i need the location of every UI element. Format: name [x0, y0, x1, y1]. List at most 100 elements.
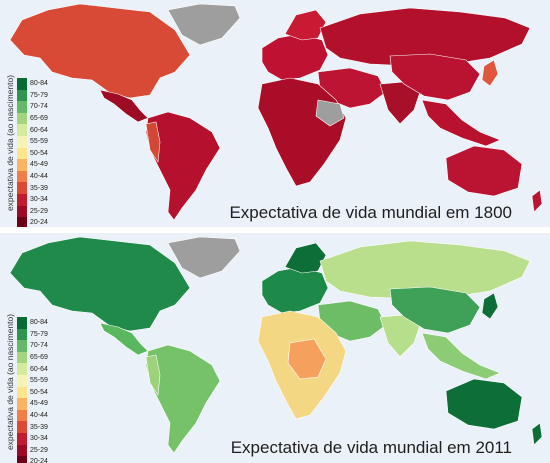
legend-item: 55-59 — [17, 135, 48, 148]
region-southeast-asia — [421, 99, 501, 147]
legend-item: 35-39 — [17, 421, 48, 433]
legend-range-label: 40-44 — [30, 412, 48, 420]
region-andes — [145, 121, 161, 163]
legend-swatch — [17, 409, 27, 422]
legend-item: 30-34 — [17, 193, 48, 206]
legend: expectativa de vida (ao nascimento) 80-8… — [2, 72, 52, 227]
region-new-zealand — [531, 189, 543, 213]
legend-swatch — [17, 78, 27, 90]
legend-swatch — [17, 374, 27, 387]
legend-item: 60-64 — [17, 363, 48, 375]
legend-swatch — [17, 456, 27, 463]
legend-swatch — [17, 432, 27, 445]
legend-range-label: 55-59 — [30, 138, 48, 146]
region-north-america — [9, 236, 191, 332]
legend-item: 60-64 — [17, 124, 48, 136]
legend-swatch — [17, 317, 27, 329]
region-central-africa — [287, 338, 327, 380]
panel-divider — [0, 227, 550, 233]
region-southeast-asia — [421, 332, 501, 380]
legend-range-label: 30-34 — [30, 435, 48, 443]
legend-item: 70-74 — [17, 340, 48, 352]
region-south-america — [145, 344, 221, 454]
region-central-america — [99, 89, 149, 123]
legend-swatch — [17, 363, 27, 375]
legend-item: 35-39 — [17, 182, 48, 194]
map-title-1800: Expectativa de vida mundial em 1800 — [227, 203, 514, 223]
legend-item: 75-79 — [17, 328, 48, 341]
region-central-america — [99, 322, 149, 356]
legend-swatch — [17, 135, 27, 148]
legend-title: expectativa de vida (ao nascimento) — [5, 74, 15, 212]
region-scandinavia — [284, 9, 327, 41]
legend-range-label: 70-74 — [30, 103, 48, 111]
region-china — [389, 286, 481, 334]
legend-swatch — [17, 205, 27, 218]
legend-item: 65-69 — [17, 351, 48, 364]
legend-range-label: 40-44 — [30, 173, 48, 181]
region-north-america — [9, 3, 191, 99]
region-horn-of-africa — [315, 99, 345, 127]
legend-item: 50-54 — [17, 147, 48, 160]
legend-swatch — [17, 101, 27, 113]
legend-range-label: 60-64 — [30, 365, 48, 373]
region-china — [389, 53, 481, 101]
legend-item: 80-84 — [17, 78, 48, 90]
region-japan — [481, 292, 499, 320]
legend-swatch — [17, 444, 27, 457]
legend-range-label: 25-29 — [30, 207, 48, 215]
legend-range-label: 45-49 — [30, 400, 48, 408]
legend-range-label: 55-59 — [30, 377, 48, 385]
legend-swatch — [17, 421, 27, 433]
legend-range-label: 65-69 — [30, 115, 48, 123]
legend-title: expectativa de vida (ao nascimento) — [5, 313, 15, 451]
legend-item: 25-29 — [17, 444, 48, 457]
legend-items: 80-84 75-79 70-74 65-69 60-64 55-59 50-5… — [17, 317, 48, 463]
region-russia — [319, 7, 531, 67]
legend-range-label: 45-49 — [30, 161, 48, 169]
legend-swatch — [17, 386, 27, 399]
legend-range-label: 80-84 — [30, 80, 48, 88]
region-andes — [145, 354, 161, 396]
legend-range-label: 20-24 — [30, 219, 48, 227]
legend-range-label: 70-74 — [30, 342, 48, 350]
legend-item: 65-69 — [17, 112, 48, 125]
legend-range-label: 50-54 — [30, 149, 48, 157]
legend-range-label: 60-64 — [30, 126, 48, 134]
legend-swatch — [17, 217, 27, 227]
map-panel-2011: expectativa de vida (ao nascimento) 80-8… — [0, 233, 550, 463]
legend-swatch — [17, 182, 27, 194]
world-map-2011 — [0, 233, 550, 463]
legend-item: 55-59 — [17, 374, 48, 387]
legend-item: 40-44 — [17, 409, 48, 422]
region-greenland — [167, 3, 241, 46]
legend-item: 20-24 — [17, 217, 48, 227]
region-new-zealand — [531, 422, 543, 446]
legend-items: 80-84 75-79 70-74 65-69 60-64 55-59 50-5… — [17, 78, 48, 227]
legend-range-label: 20-24 — [30, 458, 48, 463]
legend-swatch — [17, 170, 27, 183]
legend-item: 30-34 — [17, 432, 48, 445]
legend-item: 45-49 — [17, 398, 48, 410]
region-scandinavia — [284, 242, 327, 274]
legend-item: 40-44 — [17, 170, 48, 183]
legend-range-label: 35-39 — [30, 423, 48, 431]
legend-swatch — [17, 124, 27, 136]
world-map-1800 — [0, 0, 550, 227]
legend-range-label: 75-79 — [30, 91, 48, 99]
map-title-2011: Expectativa de vida mundial em 2011 — [228, 438, 514, 458]
legend-swatch — [17, 193, 27, 206]
region-australia — [445, 145, 523, 197]
legend-range-label: 30-34 — [30, 196, 48, 204]
region-australia — [445, 378, 523, 430]
region-south-america — [145, 111, 221, 221]
map-panel-1800: expectativa de vida (ao nascimento) 80-8… — [0, 0, 550, 227]
legend-range-label: 35-39 — [30, 184, 48, 192]
legend-item: 75-79 — [17, 89, 48, 102]
region-russia — [319, 240, 531, 300]
legend-swatch — [17, 351, 27, 364]
region-greenland — [167, 236, 241, 279]
legend-swatch — [17, 147, 27, 160]
legend-item: 70-74 — [17, 101, 48, 113]
legend-item: 50-54 — [17, 386, 48, 399]
